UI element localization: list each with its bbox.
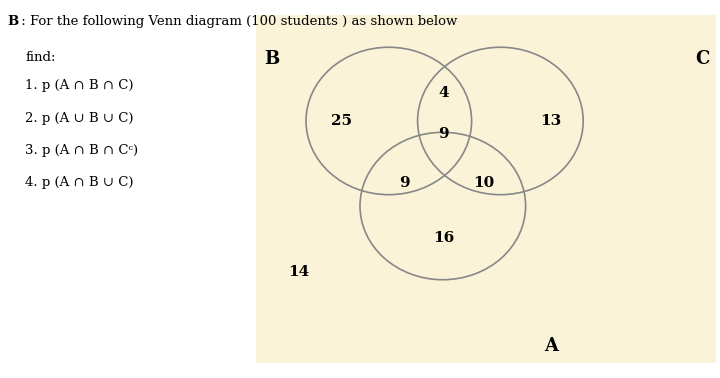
Text: 14: 14 (288, 265, 310, 279)
Text: B: B (264, 50, 279, 68)
Text: 3. p (A ∩ B ∩ Cᶜ): 3. p (A ∩ B ∩ Cᶜ) (25, 144, 138, 156)
Text: 9: 9 (400, 176, 410, 191)
Text: A: A (544, 337, 558, 355)
Text: C: C (695, 50, 709, 68)
Text: 25: 25 (331, 114, 353, 128)
Text: 10: 10 (473, 176, 495, 191)
Text: 2. p (A ∪ B ∪ C): 2. p (A ∪ B ∪ C) (25, 112, 134, 124)
Text: : For the following Venn diagram (100 students ) as shown below: : For the following Venn diagram (100 st… (17, 15, 457, 28)
Text: 4. p (A ∩ B ∪ C): 4. p (A ∩ B ∪ C) (25, 176, 134, 189)
Text: 9: 9 (438, 127, 449, 141)
Text: find:: find: (25, 51, 55, 64)
FancyBboxPatch shape (256, 15, 716, 363)
Text: B: B (7, 15, 19, 28)
Text: 4: 4 (438, 85, 449, 100)
Text: 1. p (A ∩ B ∩ C): 1. p (A ∩ B ∩ C) (25, 79, 134, 92)
Text: 16: 16 (433, 231, 454, 245)
Text: 13: 13 (540, 114, 562, 128)
